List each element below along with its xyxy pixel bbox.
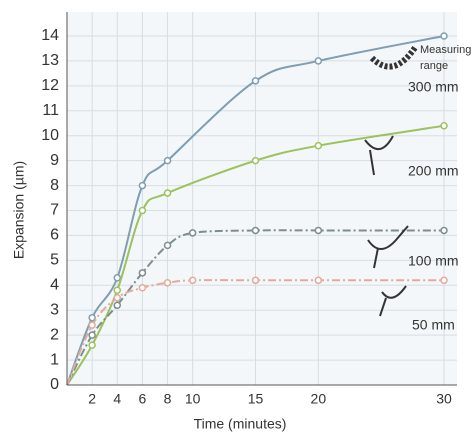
annotation: range: [420, 60, 448, 72]
point: [440, 226, 448, 235]
point: [113, 286, 122, 295]
y-tick-label: 9: [50, 152, 59, 169]
y-tick-label: 13: [41, 52, 59, 69]
series-label: 200 mm: [408, 163, 459, 179]
point: [251, 77, 260, 85]
point: [440, 121, 448, 130]
point: [138, 181, 147, 190]
series-label: 100 mm: [408, 253, 459, 269]
point: [314, 141, 323, 150]
series-label: 300 mm: [408, 79, 459, 95]
point: [314, 276, 323, 285]
plot-area: [67, 12, 457, 385]
annotation: Measuring: [420, 44, 471, 56]
labels: 300 mm 200 mm 100 mm 50 mm: [408, 79, 459, 333]
point: [88, 321, 96, 329]
y-tick-label: 12: [41, 77, 59, 94]
y-tick-label: 4: [50, 277, 59, 294]
y-axis-label: Expansion (µm): [11, 161, 27, 259]
point: [113, 274, 122, 282]
x-tick-label: 20: [311, 391, 327, 407]
y-tick-label: 1: [50, 351, 59, 368]
x-tick-label: 15: [248, 391, 264, 407]
point: [163, 156, 172, 165]
point: [251, 156, 260, 165]
y-tick-label: 10: [41, 127, 59, 144]
y-tick-label: 11: [42, 102, 59, 119]
icons: [364, 44, 419, 317]
x-tick-label: 6: [139, 391, 147, 407]
lines: [66, 32, 448, 386]
point: [163, 189, 172, 197]
series-label: 50 mm: [412, 317, 455, 333]
point: [314, 57, 323, 65]
point: [188, 276, 197, 285]
point: [163, 279, 172, 287]
y-tick-label: 0: [50, 376, 59, 393]
x-tick-label: 30: [436, 391, 452, 407]
point: [251, 226, 260, 235]
x-axis-label: Time (minutes): [194, 416, 287, 432]
point: [113, 301, 122, 309]
point: [88, 313, 96, 322]
y-tick-label: 3: [50, 301, 59, 318]
y-tick-label: 7: [50, 202, 59, 219]
point: [138, 206, 147, 215]
point: [440, 276, 448, 285]
point: [88, 341, 96, 349]
y-tick-label: 2: [50, 326, 59, 343]
y-tick-label: 6: [50, 227, 59, 244]
point: [440, 32, 448, 40]
x-tick-label: 2: [88, 391, 96, 407]
point: [88, 331, 96, 339]
point: [251, 276, 260, 285]
x-tick-label: 4: [113, 391, 121, 407]
point: [138, 269, 147, 277]
point: [163, 241, 172, 250]
point: [188, 229, 197, 237]
x-tick-label: 8: [164, 391, 172, 407]
y-tick-label: 8: [50, 177, 59, 194]
x-tick-label: 10: [185, 391, 201, 407]
point: [138, 284, 147, 292]
y-tick-label: 14: [41, 27, 59, 44]
point: [314, 226, 323, 235]
y-tick-label: 5: [50, 252, 59, 269]
point: [113, 294, 122, 302]
